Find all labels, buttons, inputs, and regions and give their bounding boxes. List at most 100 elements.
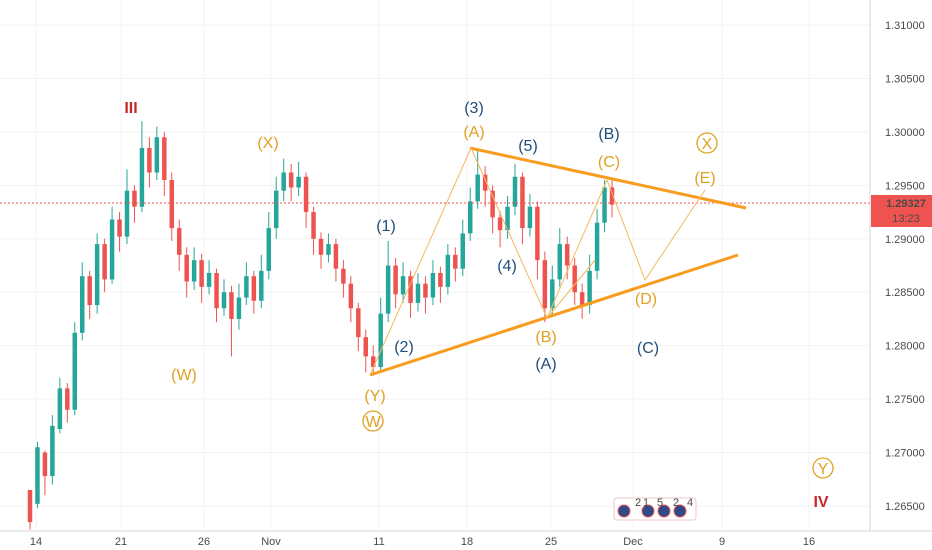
x-tick-label: 14 — [30, 536, 42, 548]
circled-label-W: W — [365, 414, 381, 431]
candle-body — [475, 174, 480, 202]
candle-body — [57, 388, 63, 430]
x-tick-label: Dec — [623, 536, 643, 548]
candle-body — [490, 190, 495, 218]
candle-body — [564, 244, 570, 266]
candle-body — [162, 137, 167, 180]
candle-body — [281, 172, 286, 191]
candle-body — [550, 279, 555, 309]
wave-label-C-blue: (C) — [637, 340, 659, 357]
candle-body — [535, 206, 540, 261]
candle-body — [221, 292, 227, 309]
events-count: 4 — [687, 497, 693, 509]
price-tag-value: 1.29327 — [886, 198, 926, 210]
y-tick-label: 1.29500 — [885, 180, 925, 192]
candle-body — [266, 228, 272, 271]
candle-body — [363, 337, 369, 357]
candle-body — [341, 268, 346, 284]
wave-path-segment — [546, 259, 596, 319]
candle-body — [184, 254, 189, 282]
candle-body — [370, 356, 376, 368]
candle-body — [311, 212, 316, 239]
candle-body — [229, 292, 234, 319]
candle-body — [512, 176, 518, 207]
candle-body — [132, 190, 137, 207]
candle-body — [587, 270, 592, 306]
candle-body — [453, 254, 458, 269]
candle-body — [259, 270, 264, 301]
circled-W-ring — [362, 410, 384, 432]
wave-label-E: (E) — [694, 170, 715, 187]
candle-body — [124, 190, 130, 237]
y-tick-label: 1.27500 — [885, 394, 925, 406]
candle-body — [102, 244, 107, 280]
price-axis-bg — [870, 0, 932, 531]
candle-body — [27, 489, 33, 523]
candle-body — [557, 244, 563, 280]
circled-Y-ring — [812, 457, 834, 479]
candle-body — [356, 308, 361, 338]
circled-label-X: X — [702, 136, 713, 153]
y-tick-label: 1.30500 — [885, 73, 925, 85]
wave-label-Y-paren: (Y) — [364, 388, 385, 405]
candle-body — [147, 147, 152, 173]
y-tick-label: 1.28000 — [885, 341, 925, 353]
candle-body — [296, 176, 301, 188]
candle-body — [169, 179, 175, 229]
events-count: 5 — [657, 497, 663, 509]
candle-body — [505, 206, 510, 231]
wave-label-IV: IV — [813, 494, 828, 511]
candle-body — [94, 244, 100, 306]
candle-body — [520, 176, 525, 229]
candle-body — [415, 283, 421, 303]
wave-label-3: (3) — [464, 100, 484, 117]
candle-body — [572, 265, 577, 293]
candle-body — [348, 283, 354, 309]
x-tick-label: 16 — [803, 536, 815, 548]
wave-label-W-paren: (W) — [171, 367, 197, 384]
candle-body — [72, 332, 78, 410]
time-axis[interactable]: 14 21 26 Nov 11 18 25 Dec 9 16 — [0, 530, 932, 550]
candle-body — [497, 217, 503, 231]
candle-body — [318, 238, 324, 255]
candle-body — [303, 176, 309, 213]
candle-body — [602, 187, 607, 223]
wave-label-X-paren: (X) — [257, 135, 278, 152]
y-tick-label: 1.27000 — [885, 448, 925, 460]
candle-body — [460, 233, 466, 269]
wave-label-2: (2) — [394, 339, 414, 356]
candle-body — [35, 447, 40, 504]
candle-body — [542, 260, 548, 309]
wave-label-B-blue: (B) — [598, 126, 619, 143]
candle-body — [117, 219, 122, 237]
candle-body — [385, 265, 391, 314]
candle-body — [408, 276, 413, 303]
candle-body — [176, 228, 182, 255]
candle-body — [139, 147, 145, 207]
candle-body — [236, 297, 242, 319]
events-count: 1 — [643, 497, 649, 509]
y-tick-label: 1.26500 — [885, 501, 925, 513]
wave-label-C-orange: (C) — [598, 154, 620, 171]
events-badge[interactable]: 2 1 5 2 4 — [613, 497, 697, 521]
candles — [27, 121, 615, 530]
candle-body — [199, 260, 204, 287]
wave-path — [369, 146, 706, 376]
candle-body — [87, 276, 92, 306]
x-tick-label: Nov — [261, 536, 281, 548]
price-axis[interactable]: 1.31000 1.30500 1.30000 1.29500 1.29000 1.285… — [869, 0, 932, 531]
candle-body — [214, 272, 219, 309]
candle-body — [438, 272, 443, 287]
candle-body — [206, 272, 212, 287]
x-tick-label: 26 — [198, 536, 210, 548]
candle-body — [191, 260, 197, 282]
circled-label-Y: Y — [818, 461, 829, 478]
candle-body — [445, 254, 451, 287]
candle-body — [400, 276, 406, 295]
candle-body — [154, 137, 160, 173]
wave-label-4: (4) — [497, 258, 517, 275]
x-tick-label: 11 — [373, 536, 384, 548]
candle-body — [326, 244, 331, 255]
x-tick-label: 25 — [545, 536, 557, 548]
